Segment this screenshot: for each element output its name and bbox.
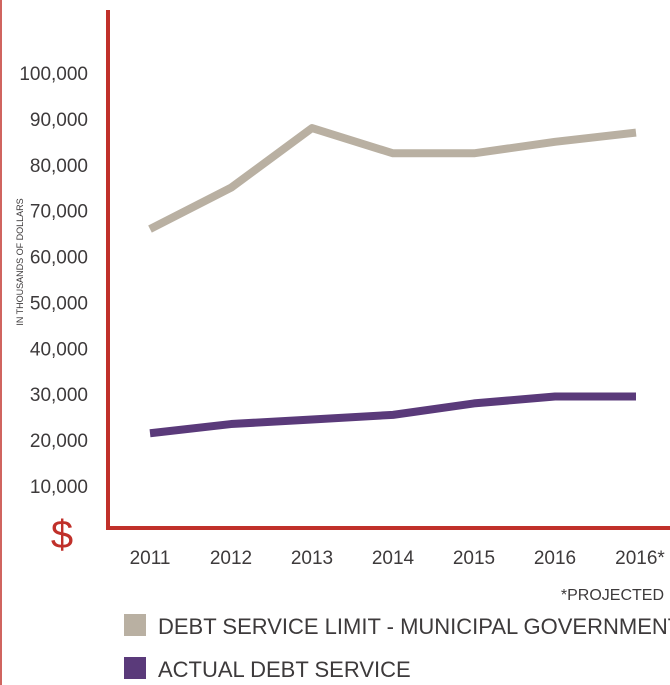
series-line-1 <box>149 392 636 438</box>
x-tick-labels: 2011 2012 2013 2014 2015 2016 2016* <box>130 548 666 569</box>
legend-swatch-limit <box>124 614 146 636</box>
y-tick-label: 40,000 <box>30 339 88 360</box>
x-tick-label: 2012 <box>210 548 252 569</box>
y-tick-label: 20,000 <box>30 431 88 452</box>
y-tick-label: 100,000 <box>19 64 88 85</box>
legend-label-limit: DEBT SERVICE LIMIT - MUNICIPAL GOVERNMEN… <box>158 614 670 639</box>
legend-label-actual: ACTUAL DEBT SERVICE <box>158 657 411 682</box>
y-tick-label: 90,000 <box>30 110 88 131</box>
footnote-projected: *PROJECTED <box>561 587 664 604</box>
y-tick-label: 80,000 <box>30 156 88 177</box>
y-tick-label: 50,000 <box>30 293 88 314</box>
currency-symbol: $ <box>51 513 73 557</box>
y-tick-label: 10,000 <box>30 477 88 498</box>
series-line-0 <box>148 124 637 233</box>
y-tick-label: 70,000 <box>30 202 88 223</box>
y-axis-title: IN THOUSANDS OF DOLLARS <box>15 198 25 325</box>
x-tick-label: 2011 <box>130 548 171 569</box>
y-tick-labels: 10,000 20,000 30,000 40,000 50,000 60,000 70,0… <box>19 64 88 498</box>
x-tick-label: 2014 <box>372 548 415 569</box>
x-tick-label: 2015 <box>453 548 495 569</box>
y-tick-label: 60,000 <box>30 248 88 269</box>
y-tick-label: 30,000 <box>30 385 88 406</box>
series-layer <box>148 124 637 438</box>
legend-swatch-actual <box>124 657 146 679</box>
x-tick-label: 2013 <box>291 548 333 569</box>
x-tick-label: 2016 <box>534 548 576 569</box>
x-tick-label: 2016* <box>615 548 665 569</box>
